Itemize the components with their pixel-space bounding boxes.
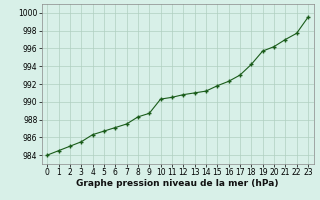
X-axis label: Graphe pression niveau de la mer (hPa): Graphe pression niveau de la mer (hPa) <box>76 179 279 188</box>
